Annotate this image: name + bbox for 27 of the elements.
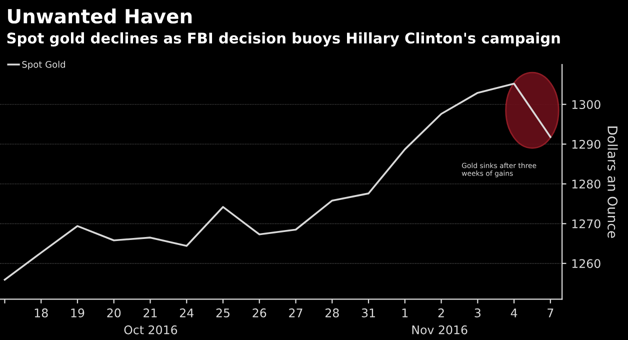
x-tick-label: 24 xyxy=(180,308,194,318)
y-tick-label: 1270 xyxy=(572,219,600,228)
line-series xyxy=(4,82,552,281)
x-tick-label: 27 xyxy=(289,308,302,318)
y-axis-title: Dollars an Ounce xyxy=(608,126,618,238)
y-tick-label: 1290 xyxy=(572,140,600,149)
text: Oct 2016 xyxy=(124,325,178,334)
x-tick-label: 26 xyxy=(252,308,266,318)
chart-title: Unwanted Haven xyxy=(8,8,192,24)
chart-subtitle: Spot gold declines as FBI decision buoys Hillary Clinton's campaign xyxy=(7,32,560,47)
x-tick-label: 18 xyxy=(34,308,48,318)
text: Nov 2016 xyxy=(412,325,468,334)
y-tick-label: 1260 xyxy=(572,259,600,268)
x-tick-label: 31 xyxy=(362,308,375,318)
x-tick-label: 4 xyxy=(510,308,518,318)
x-tick-label: 2 xyxy=(438,308,444,318)
x-tick-label: 28 xyxy=(325,308,339,318)
x-tick-label: 1 xyxy=(402,308,408,318)
x-tick-label: 19 xyxy=(71,308,84,318)
x-tick-label: 20 xyxy=(107,308,121,318)
x-tick-label: 3 xyxy=(474,308,480,318)
y-tick-label: 1280 xyxy=(572,180,600,189)
x-tick-label: 7 xyxy=(548,308,554,318)
y-tick-label: 1300 xyxy=(572,100,600,110)
x-tick-label: 21 xyxy=(144,308,157,318)
x-tick-label: 25 xyxy=(216,308,230,318)
legend-label: Spot Gold xyxy=(22,60,65,70)
